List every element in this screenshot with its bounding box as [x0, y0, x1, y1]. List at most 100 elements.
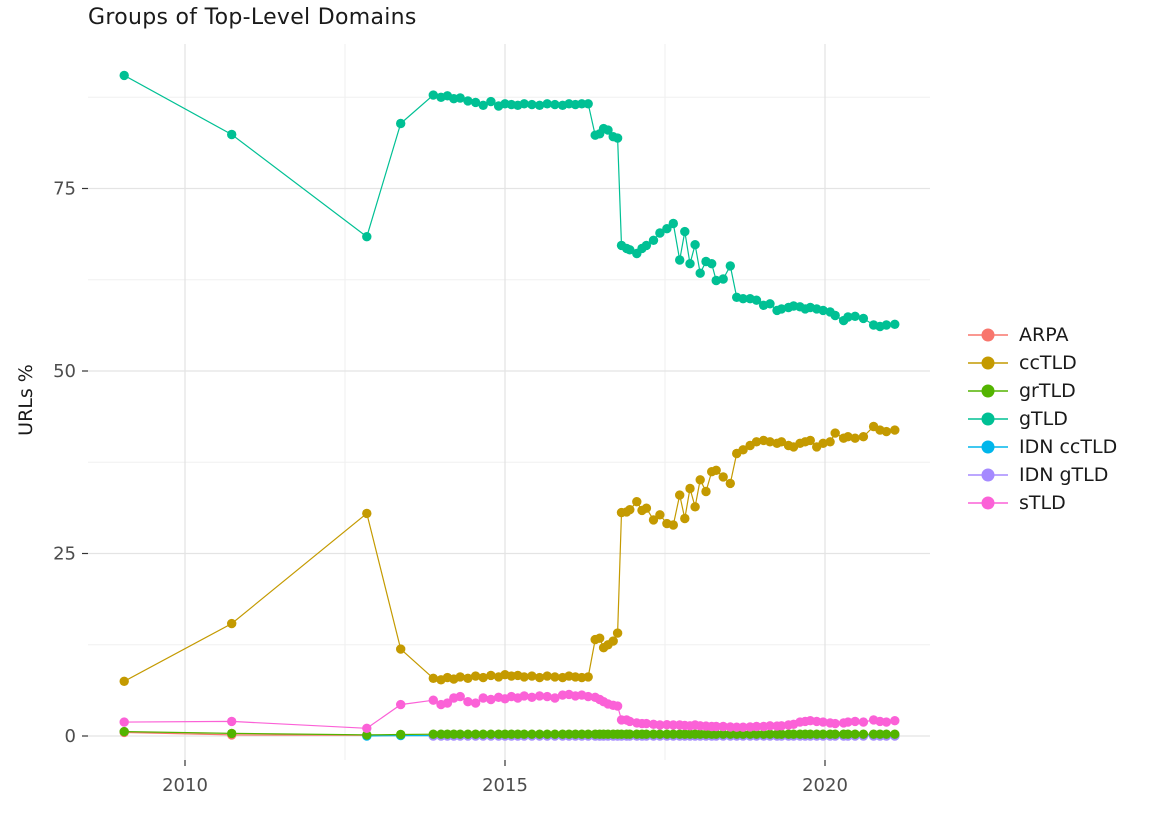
- data-point-stld: [655, 720, 665, 730]
- legend-item-idn-gtld: IDN gTLD: [966, 461, 1117, 489]
- data-point-stld: [843, 717, 853, 727]
- legend-key-dot: [981, 468, 995, 482]
- legend-key-dot: [981, 356, 995, 370]
- data-point-stld: [542, 691, 552, 702]
- data-point-grtld: [881, 729, 892, 739]
- data-point-cctld: [641, 503, 652, 513]
- y-tick-label: 50: [53, 361, 76, 382]
- data-point-grtld: [858, 729, 869, 739]
- data-point-gtld: [470, 97, 481, 108]
- data-point-stld: [641, 718, 652, 729]
- x-tick-label: 2010: [162, 775, 208, 796]
- data-point-grtld: [527, 729, 537, 739]
- data-point-gtld: [858, 313, 869, 324]
- legend-key-icon: [968, 384, 1008, 398]
- data-point-cctld: [428, 673, 438, 683]
- gridlines-major: [88, 44, 930, 760]
- data-point-stld: [119, 717, 129, 727]
- gridlines-minor: [88, 44, 930, 760]
- data-point-gtld: [603, 125, 613, 135]
- data-point-grtld: [227, 728, 237, 739]
- data-point-gtld: [625, 245, 635, 255]
- data-point-gtld: [641, 240, 652, 251]
- data-point-grtld: [486, 729, 496, 739]
- legend-item-cctld: ccTLD: [966, 349, 1117, 377]
- data-point-stld: [470, 698, 481, 708]
- data-point-grtld: [362, 730, 372, 740]
- series-gtld: [119, 70, 900, 332]
- data-point-gtld: [707, 259, 717, 269]
- data-point-cctld: [850, 433, 860, 443]
- data-point-grtld: [641, 729, 652, 739]
- data-point-gtld: [776, 304, 787, 314]
- data-point-grtld: [470, 729, 481, 739]
- data-point-stld: [881, 717, 892, 727]
- data-point-cctld: [685, 483, 695, 494]
- data-point-cctld: [858, 432, 869, 442]
- data-point-grtld: [542, 729, 552, 739]
- data-point-cctld: [695, 475, 705, 485]
- data-point-cctld: [765, 437, 775, 447]
- data-point-cctld: [680, 513, 690, 524]
- data-point-cctld: [776, 437, 787, 447]
- data-point-gtld: [818, 305, 828, 316]
- data-point-grtld: [625, 729, 635, 739]
- data-point-stld: [625, 716, 635, 727]
- data-point-cctld: [825, 437, 835, 447]
- data-point-gtld: [550, 99, 560, 110]
- series-cctld: [119, 421, 900, 686]
- data-point-cctld: [595, 633, 605, 643]
- data-point-gtld: [881, 320, 892, 330]
- data-point-grtld: [738, 729, 748, 739]
- data-point-cctld: [470, 671, 481, 681]
- data-point-grtld: [818, 729, 828, 739]
- data-point-cctld: [818, 438, 828, 448]
- data-point-grtld: [396, 729, 406, 740]
- data-point-grtld: [830, 729, 840, 739]
- data-point-stld: [850, 716, 860, 727]
- legend-key-icon: [968, 356, 1008, 370]
- data-point-gtld: [486, 96, 496, 107]
- legend-item-idn-cctld: IDN ccTLD: [966, 433, 1117, 461]
- data-point-gtld: [685, 259, 695, 269]
- data-point-gtld: [655, 228, 665, 238]
- legend-item-arpa: ARPA: [966, 321, 1117, 349]
- legend-label: sTLD: [1019, 492, 1066, 514]
- data-point-gtld: [428, 90, 438, 100]
- data-point-gtld: [362, 232, 372, 242]
- data-point-cctld: [119, 676, 129, 686]
- data-point-gtld: [648, 235, 659, 245]
- data-point-cctld: [396, 644, 406, 654]
- data-point-stld: [765, 721, 775, 731]
- data-point-stld: [527, 692, 537, 702]
- data-point-gtld: [583, 99, 593, 109]
- data-point-stld: [858, 717, 869, 727]
- data-point-cctld: [542, 671, 552, 681]
- legend-key-dot: [981, 496, 995, 510]
- data-point-gtld: [695, 268, 705, 278]
- data-point-gtld: [765, 299, 775, 309]
- legend-label: IDN gTLD: [1019, 464, 1109, 486]
- data-point-cctld: [455, 672, 465, 682]
- y-tick-label: 25: [53, 544, 76, 565]
- legend-key-icon: [968, 468, 1008, 482]
- data-point-grtld: [890, 729, 900, 739]
- data-point-grtld: [843, 729, 853, 739]
- data-point-cctld: [668, 520, 678, 530]
- data-point-stld: [442, 698, 453, 708]
- data-point-cctld: [362, 508, 372, 519]
- data-point-stld: [463, 697, 473, 707]
- data-point-grtld: [119, 726, 129, 737]
- data-point-gtld: [668, 218, 678, 229]
- data-point-gtld: [890, 319, 900, 329]
- legend-key-dot: [981, 412, 995, 426]
- legend-key-icon: [968, 328, 1008, 342]
- series-stld: [119, 689, 900, 733]
- data-point-stld: [583, 691, 593, 702]
- series-line-gtld: [123, 74, 895, 328]
- data-point-grtld: [718, 729, 728, 739]
- data-point-cctld: [805, 435, 815, 446]
- chart-title: Groups of Top-Level Domains: [88, 5, 417, 30]
- data-point-cctld: [486, 670, 496, 681]
